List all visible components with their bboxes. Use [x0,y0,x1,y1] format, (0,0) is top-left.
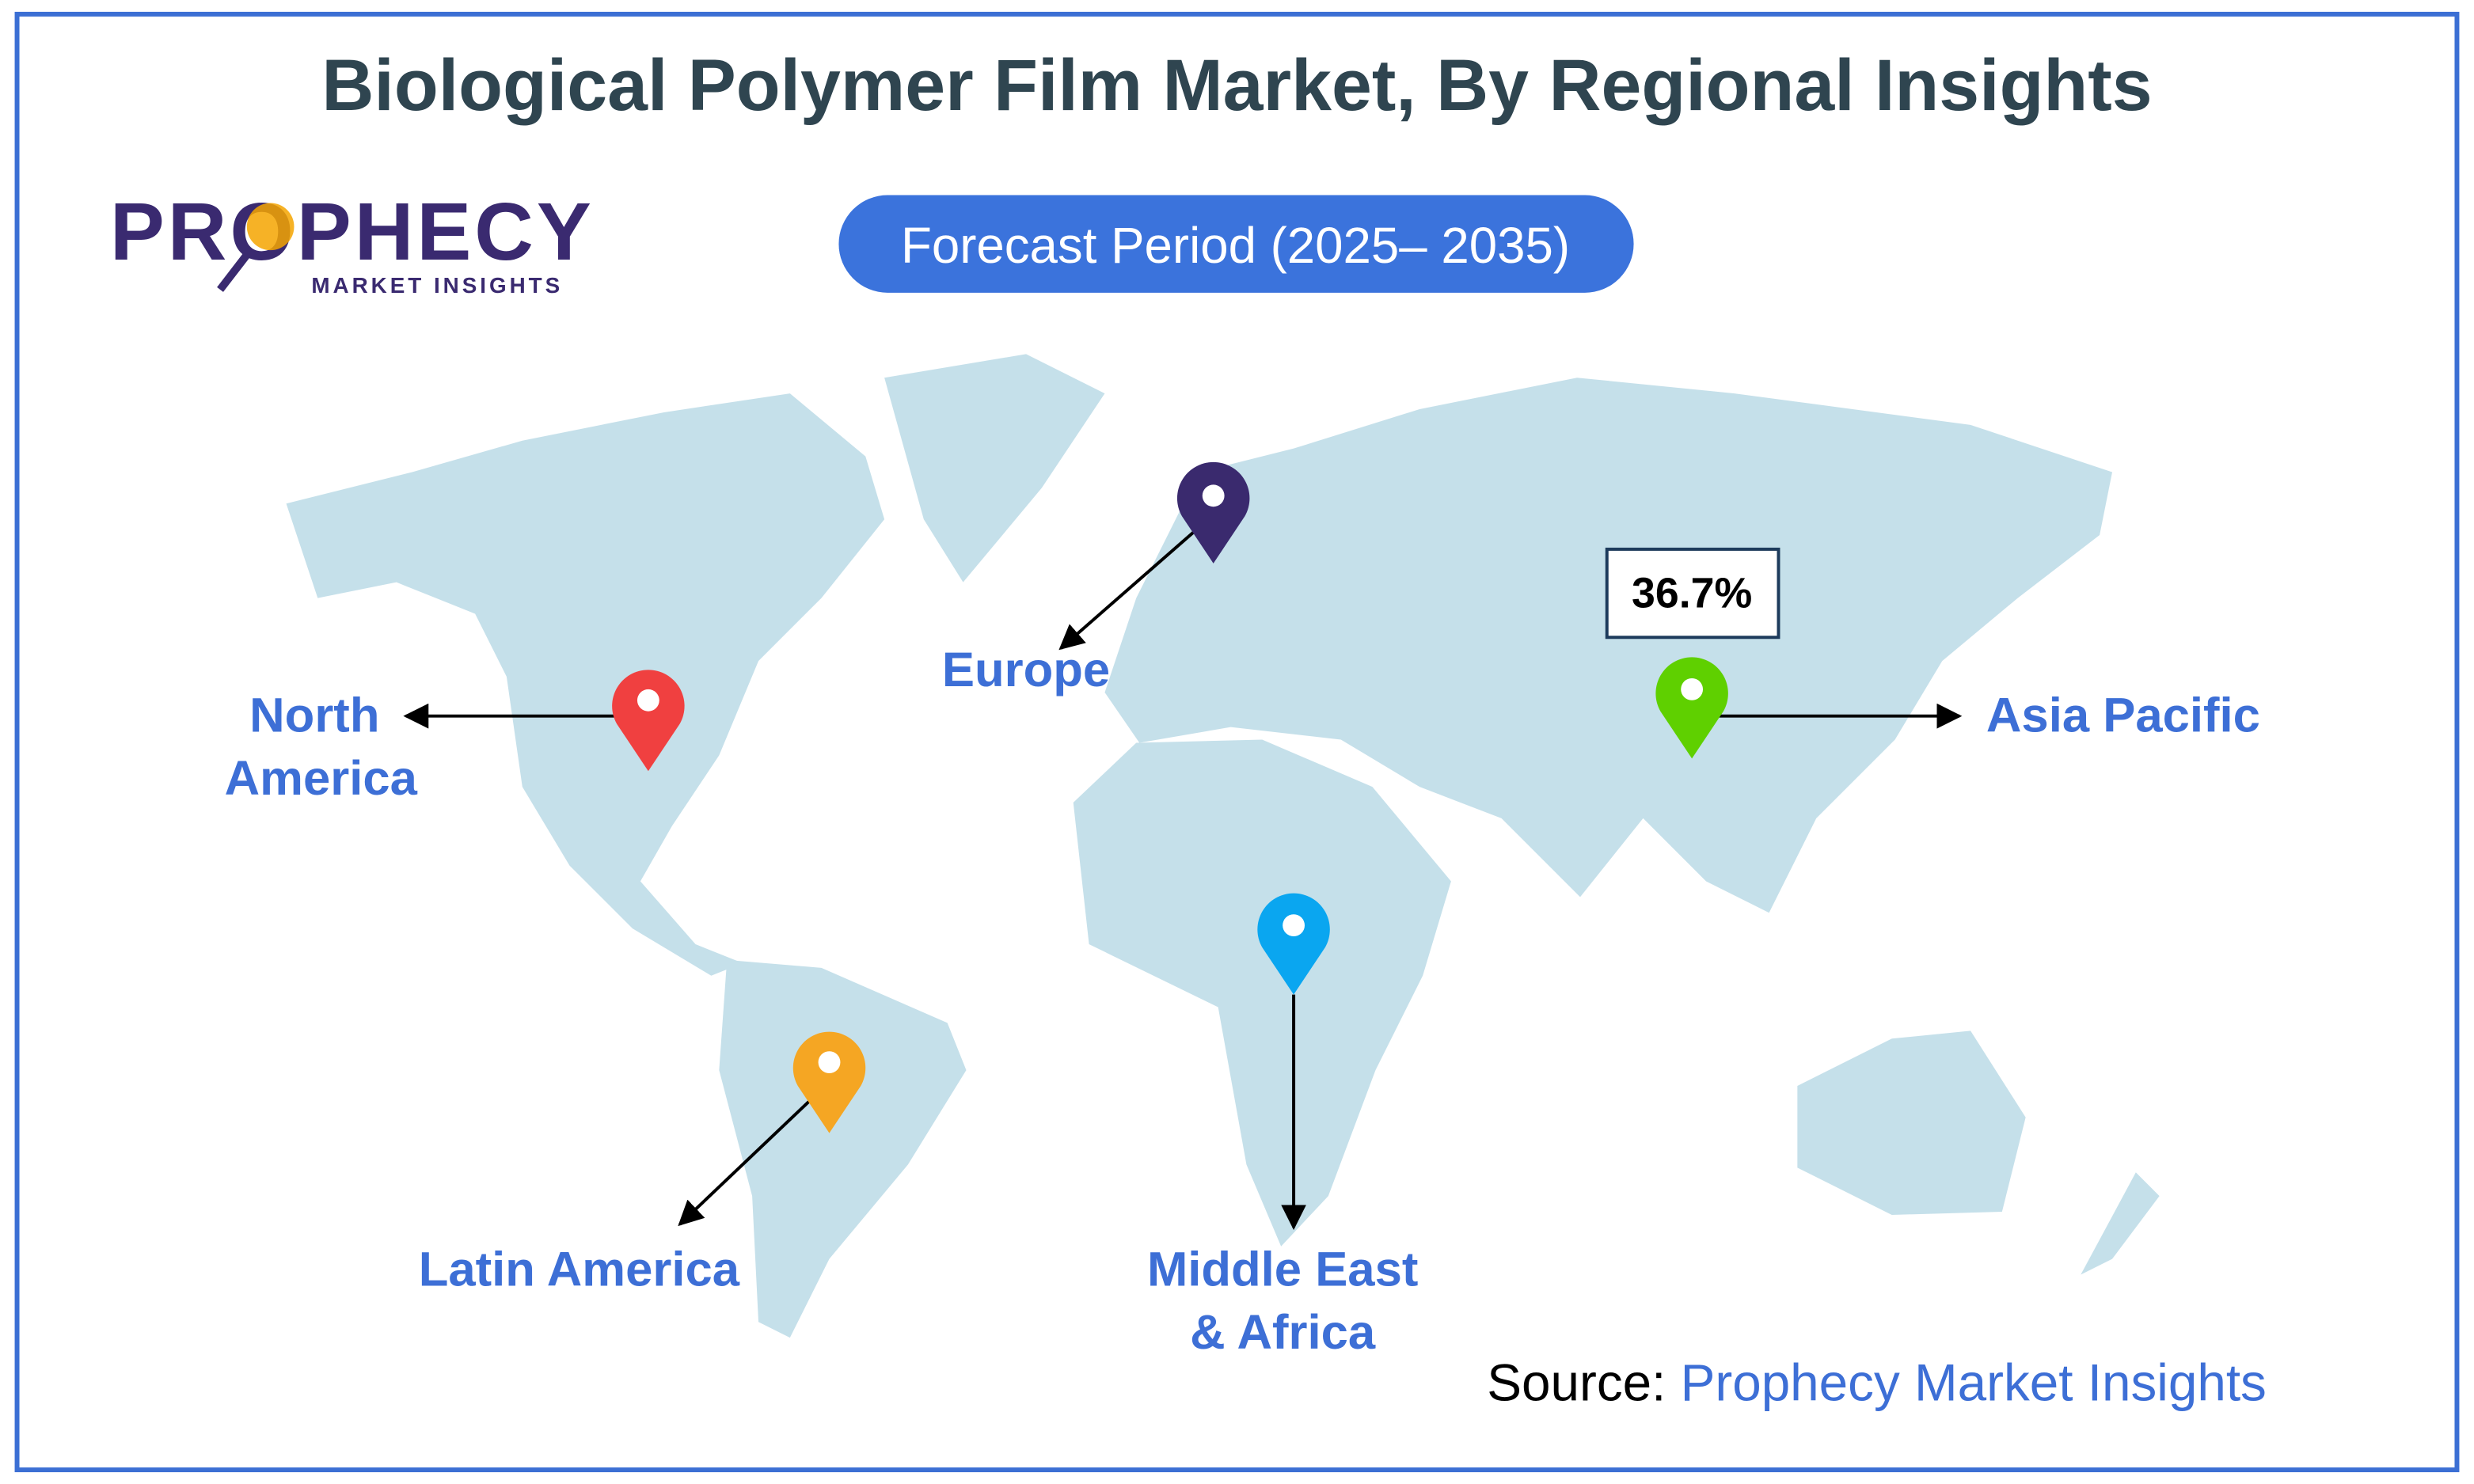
new-zealand [2081,1172,2160,1275]
pins [612,461,1728,1133]
australia [1797,1030,2026,1215]
forecast-pill [838,195,1634,293]
source: Source: Prophecy Market Insights [1487,1354,2267,1412]
africa [1073,739,1451,1247]
pin-dot [637,689,659,712]
pin [792,1031,866,1133]
logo-tagline: MARKET INSIGHTS [311,273,563,298]
logo-handle [217,246,255,292]
region-label: Latin America [419,1242,740,1296]
forecast-label: Forecast Period (2025– 2035) [901,218,1570,274]
source-name: Prophecy Market Insights [1681,1354,2267,1412]
south-america [719,959,967,1338]
greenland [884,354,1105,583]
logo-name: PROPHECY [110,185,595,277]
pin [612,670,685,772]
world-map [286,354,2160,1338]
callout-box [1605,547,1780,640]
pin-dot [1202,484,1225,507]
pin-dot [1283,914,1305,937]
region-label: North [249,689,379,743]
title: Biological Polymer Film Market, By Regio… [321,45,2152,126]
north-america [286,393,885,976]
pin-dot [1681,677,1704,700]
arrow [1058,526,1201,651]
region-label: Asia Pacific [1986,689,2260,743]
callout-value: 36.7% [1632,569,1752,617]
pin [1655,657,1728,759]
region-label: Europe [942,643,1110,697]
pin-dot [818,1051,841,1074]
pin [1257,893,1330,995]
pin [1176,461,1250,564]
arrow [678,1100,811,1227]
eurasia [1104,378,2113,913]
region-label: & Africa [1190,1305,1376,1360]
logo-lens [246,203,295,251]
region-label: America [225,751,418,806]
region-label: Middle East [1147,1242,1418,1296]
source-label: Source: [1487,1354,1666,1412]
